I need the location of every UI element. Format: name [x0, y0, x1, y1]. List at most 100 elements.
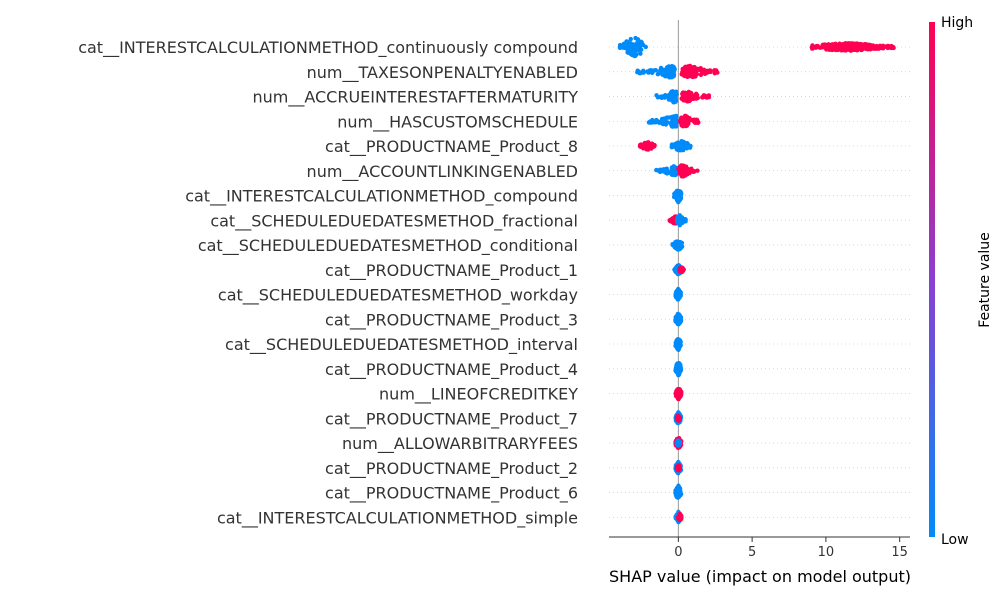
data-point: [651, 68, 656, 73]
data-point: [866, 46, 872, 51]
data-point: [628, 36, 633, 42]
feature-label: cat__PRODUCTNAME_Product_2: [325, 459, 578, 479]
feature-label: cat__PRODUCTNAME_Product_4: [325, 360, 578, 380]
data-point: [641, 70, 646, 75]
feature-labels: cat__INTERESTCALCULATIONMETHOD_continuou…: [78, 38, 578, 528]
data-point: [682, 164, 688, 169]
data-point: [684, 144, 689, 150]
feature-label: cat__PRODUCTNAME_Product_7: [325, 409, 578, 429]
data-point: [876, 46, 881, 51]
data-point: [872, 46, 877, 51]
colorbar-high-label: High: [941, 15, 973, 31]
x-axis: 0 5 10 15 SHAP value (impact on model outpu…: [609, 536, 911, 586]
data-point: [665, 71, 671, 76]
data-point: [833, 47, 838, 53]
data-point: [641, 146, 646, 151]
data-point: [809, 44, 815, 50]
data-point: [676, 442, 682, 447]
data-point: [668, 217, 673, 223]
feature-label: num__ALLOWARBITRARYFEES: [342, 434, 578, 454]
data-point: [694, 92, 700, 98]
feature-label: cat__SCHEDULEDUEDATESMETHOD_fractional: [210, 211, 578, 231]
data-point: [839, 45, 844, 51]
data-point: [687, 63, 693, 69]
data-point: [633, 43, 638, 48]
data-point: [625, 50, 630, 55]
feature-label: cat__INTERESTCALCULATIONMETHOD_simple: [217, 508, 578, 528]
feature-label: cat__SCHEDULEDUEDATESMETHOD_conditional: [198, 236, 578, 256]
data-point: [617, 45, 623, 50]
data-point: [685, 72, 690, 77]
data-point: [837, 41, 842, 46]
x-axis-label: SHAP value (impact on model output): [609, 567, 911, 586]
data-point: [675, 319, 680, 324]
data-point: [672, 67, 677, 73]
data-point: [681, 147, 686, 153]
data-point: [663, 170, 669, 176]
feature-label: num__TAXESONPENALTYENABLED: [307, 63, 578, 83]
data-point: [631, 52, 636, 57]
data-point: [683, 95, 688, 101]
data-point: [633, 47, 638, 52]
data-point: [691, 169, 697, 174]
data-point: [683, 91, 688, 97]
data-point: [678, 240, 683, 245]
data-point: [689, 117, 694, 123]
data-point: [684, 122, 690, 127]
feature-label: cat__PRODUCTNAME_Product_1: [325, 261, 578, 281]
data-point: [662, 95, 667, 100]
data-point: [852, 46, 857, 52]
data-point: [889, 43, 894, 49]
data-point: [813, 44, 818, 50]
feature-guide-lines: [609, 46, 910, 518]
data-point: [674, 293, 680, 298]
data-point: [699, 70, 705, 76]
data-point: [826, 42, 831, 48]
feature-label: cat__PRODUCTNAME_Product_8: [325, 137, 578, 157]
data-point: [638, 41, 643, 47]
data-point: [657, 68, 663, 73]
x-tick-label: 5: [748, 545, 756, 560]
data-point: [672, 244, 677, 250]
data-point: [668, 66, 673, 72]
data-point: [675, 339, 681, 344]
data-point: [675, 464, 680, 470]
x-ticks: 0 5 10 15: [674, 537, 908, 560]
data-point: [674, 145, 679, 150]
data-point: [676, 393, 681, 398]
colorbar-title: Feature value: [977, 232, 993, 328]
data-point: [670, 120, 676, 126]
data-point: [673, 491, 679, 496]
data-point: [694, 117, 699, 123]
data-point: [633, 35, 638, 41]
data-point: [664, 65, 670, 70]
data-point: [885, 43, 891, 49]
data-point: [676, 213, 682, 219]
data-point: [708, 69, 713, 75]
data-point: [660, 117, 666, 123]
data-point: [867, 42, 872, 47]
data-point: [674, 388, 679, 394]
data-point: [677, 197, 683, 203]
data-point: [682, 216, 688, 222]
data-point: [677, 362, 683, 368]
data-point: [678, 517, 683, 522]
data-point: [672, 172, 677, 177]
colorbar-gradient: [929, 22, 935, 537]
data-point: [651, 119, 657, 124]
data-point: [670, 73, 675, 78]
x-tick-label: 15: [891, 545, 908, 560]
data-point: [655, 119, 660, 124]
feature-label: num__LINEOFCREDITKEY: [379, 385, 578, 405]
data-point: [655, 168, 661, 173]
data-point: [686, 170, 691, 175]
data-point: [671, 167, 676, 173]
feature-label: cat__INTERESTCALCULATIONMETHOD_continuou…: [78, 38, 578, 58]
feature-label: num__ACCRUEINTERESTAFTERMATURITY: [252, 88, 578, 108]
data-point: [846, 41, 852, 46]
data-point: [675, 219, 680, 225]
data-point: [690, 66, 696, 71]
data-point: [862, 43, 867, 48]
data-point: [646, 120, 652, 125]
